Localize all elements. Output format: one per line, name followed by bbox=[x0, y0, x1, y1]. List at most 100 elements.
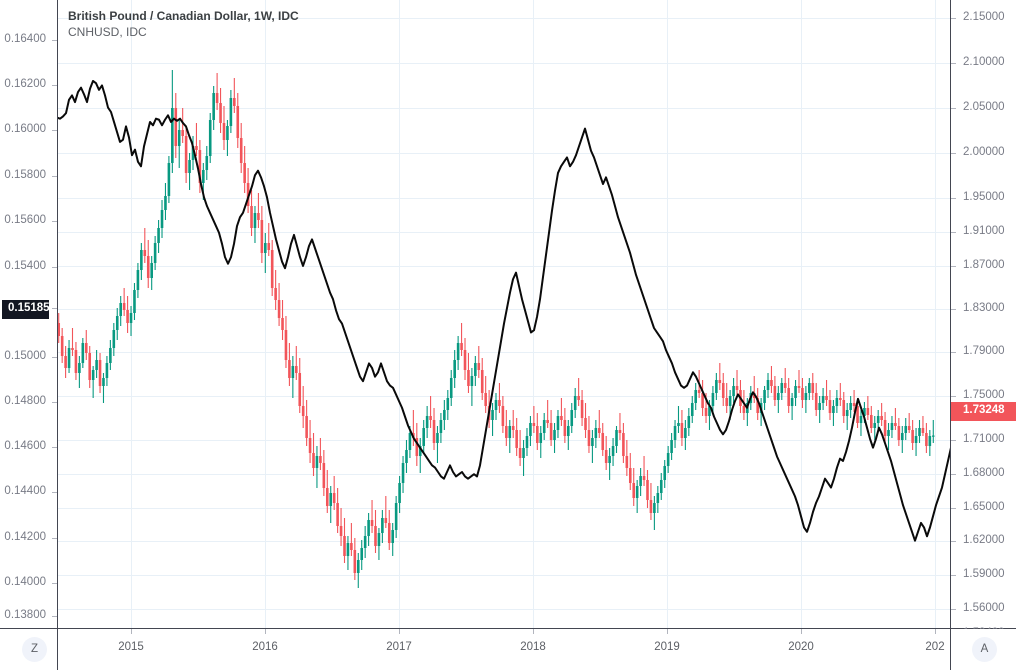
candle-body bbox=[102, 378, 105, 386]
candle-body bbox=[474, 363, 477, 376]
candle-body bbox=[460, 343, 463, 350]
right-axis-tick-label: 1.75000 bbox=[963, 389, 1005, 401]
auto-scale-button[interactable]: A bbox=[972, 637, 997, 662]
candle-body bbox=[167, 163, 171, 196]
right-axis-tick-label: 1.87000 bbox=[963, 259, 1005, 271]
chart-plot-area[interactable] bbox=[57, 0, 950, 628]
candle-body bbox=[659, 480, 663, 493]
right-axis-tick-mark bbox=[951, 18, 956, 19]
candle-body bbox=[883, 420, 887, 436]
left-axis-tick-mark bbox=[52, 583, 57, 584]
candle-body bbox=[233, 98, 236, 106]
candle-body bbox=[453, 360, 456, 378]
candle-body bbox=[346, 543, 350, 556]
candle-body bbox=[508, 426, 512, 438]
candle-body bbox=[907, 426, 911, 430]
candle-body bbox=[845, 410, 849, 416]
candle-body bbox=[126, 310, 129, 323]
candle-body bbox=[436, 433, 439, 443]
time-axis-label: 2017 bbox=[386, 641, 412, 653]
candle-body bbox=[370, 520, 374, 526]
left-axis-tick-label: 0.15400 bbox=[4, 260, 46, 272]
candle-body bbox=[470, 376, 474, 386]
candle-body bbox=[715, 380, 718, 393]
candle-body bbox=[312, 453, 315, 468]
candle-body bbox=[243, 163, 246, 183]
candle-body bbox=[632, 483, 636, 498]
left-axis-tick-mark bbox=[52, 538, 57, 539]
candle-body bbox=[900, 433, 904, 440]
candle-body bbox=[591, 438, 594, 446]
candle-body bbox=[498, 400, 501, 406]
candle-body bbox=[387, 523, 391, 543]
candle-body bbox=[501, 406, 505, 426]
right-axis-tick-mark bbox=[951, 541, 956, 542]
candle-body bbox=[549, 423, 553, 440]
candle-body bbox=[446, 398, 450, 410]
candle-body bbox=[60, 336, 64, 356]
right-price-axis[interactable]: 2.15000 2.10000 2.05000 2.00000 1.95000 1.910… bbox=[951, 0, 1016, 639]
candle-body bbox=[718, 380, 722, 383]
candle-body bbox=[763, 390, 766, 403]
right-axis-tick-label: 2.00000 bbox=[963, 146, 1005, 158]
candle-body bbox=[711, 393, 715, 406]
candle-body bbox=[322, 463, 326, 488]
candle-body bbox=[405, 450, 408, 463]
candle-body bbox=[777, 393, 780, 400]
candle-body bbox=[360, 548, 364, 560]
candle-body bbox=[343, 536, 346, 556]
candle-body bbox=[894, 423, 897, 426]
candle-body bbox=[129, 313, 133, 323]
candle-body bbox=[377, 533, 381, 546]
candle-body bbox=[398, 483, 401, 503]
candle-body bbox=[642, 476, 646, 480]
candle-body bbox=[794, 386, 797, 398]
candle-body bbox=[146, 256, 150, 278]
candle-body bbox=[115, 316, 119, 330]
zoom-out-button[interactable]: Z bbox=[22, 637, 47, 662]
candle-body bbox=[384, 518, 388, 523]
candle-body bbox=[849, 403, 852, 410]
candle-body bbox=[270, 250, 274, 288]
right-current-price-badge: 1.73248 bbox=[951, 402, 1016, 421]
left-axis-tick-label: 0.14000 bbox=[4, 576, 46, 588]
candle-body bbox=[546, 420, 549, 423]
candle-body bbox=[656, 493, 660, 503]
candle-body bbox=[119, 303, 122, 316]
candle-body bbox=[109, 348, 112, 363]
candle-body bbox=[112, 330, 116, 348]
left-price-axis[interactable]: 0.16400 0.16200 0.16000 0.15800 0.15600 0.154… bbox=[0, 0, 57, 628]
candle-body bbox=[904, 426, 908, 433]
candle-body bbox=[814, 393, 818, 410]
candle-body bbox=[264, 243, 267, 253]
candle-body bbox=[408, 433, 412, 450]
candle-body bbox=[597, 428, 601, 433]
candle-body bbox=[394, 503, 398, 530]
candle-body bbox=[873, 423, 877, 428]
candle-body bbox=[821, 396, 825, 403]
candle-body bbox=[463, 350, 467, 370]
candle-body bbox=[246, 183, 250, 206]
candle-body bbox=[363, 536, 367, 548]
right-axis-tick-label: 1.65000 bbox=[963, 501, 1005, 513]
time-axis[interactable]: Z A 2015 2016 2017 2018 2019 2020 202 bbox=[0, 629, 1016, 670]
left-axis-tick-mark bbox=[52, 221, 57, 222]
candle-body bbox=[315, 456, 319, 468]
candle-body bbox=[181, 130, 184, 136]
candle-body bbox=[673, 426, 677, 440]
right-axis-tick-mark bbox=[951, 508, 956, 509]
candle-body bbox=[153, 243, 157, 263]
candle-body bbox=[553, 430, 556, 440]
candle-body bbox=[219, 103, 222, 123]
candle-body bbox=[91, 370, 95, 380]
candle-body bbox=[677, 423, 680, 426]
left-axis-tick-label: 0.14800 bbox=[4, 395, 46, 407]
candle-body bbox=[81, 343, 85, 363]
left-axis-tick-label: 0.16400 bbox=[4, 33, 46, 45]
candle-body bbox=[353, 550, 357, 573]
candle-body bbox=[188, 160, 191, 173]
right-axis-tick-label: 1.83000 bbox=[963, 302, 1005, 314]
candle-body bbox=[491, 410, 494, 420]
candle-body bbox=[742, 406, 746, 413]
candle-body bbox=[580, 400, 584, 418]
